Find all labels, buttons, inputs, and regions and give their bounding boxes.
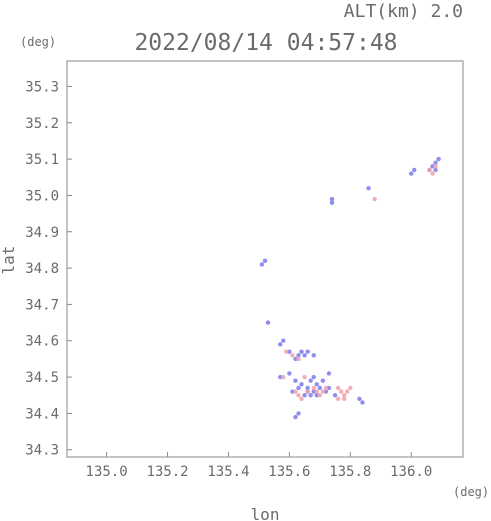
data-points [259,156,441,420]
data-point [278,374,283,380]
data-point [278,342,283,347]
timestamp-title: 2022/08/14 04:57:48 [134,30,397,56]
y-tick-label: 34.3 [25,443,59,459]
data-point [335,396,341,402]
data-point [290,389,295,394]
data-point [287,371,292,376]
data-point [317,393,323,398]
data-point [262,258,268,264]
data-point [296,411,301,416]
y-tick-label: 34.5 [25,370,59,386]
data-point [433,160,438,165]
data-point [259,262,265,267]
data-point [345,389,350,394]
data-point [320,378,326,383]
data-point [366,185,371,191]
data-point [308,393,313,398]
data-point [317,385,323,391]
axis-ticks: 135.0 135.2 135.4 135.6 135.8 136.0 35.3 35.2 35… [25,79,432,480]
data-point [308,378,313,383]
data-point [296,385,301,391]
y-tick-label: 34.4 [25,406,59,422]
data-point [293,414,298,420]
data-point [305,389,310,394]
data-point [348,385,353,391]
data-point [305,349,310,354]
data-point [372,196,377,202]
data-point [329,200,335,205]
data-point [299,382,304,387]
data-point [357,396,362,402]
y-tick-label: 35.0 [25,188,59,204]
y-tick-label: 34.9 [25,225,59,241]
data-point [293,389,298,394]
y-tick-label: 35.3 [25,79,59,95]
data-point [302,374,307,380]
data-point [338,389,344,394]
x-tick-label: 135.2 [146,464,188,480]
data-point [281,374,286,380]
y-tick-label: 35.1 [25,152,59,168]
data-point [299,396,304,402]
x-tick-label: 135.4 [207,464,249,480]
data-point [314,389,319,394]
data-point [281,338,286,343]
data-point [311,353,316,358]
altitude-label: ALT(km) 2.0 [344,1,463,22]
data-point [265,320,271,325]
data-point [436,156,441,162]
data-point [293,378,298,383]
data-point [314,382,319,387]
y-tick-label: 34.6 [25,334,59,350]
data-point [284,349,289,354]
data-point [323,385,329,391]
x-unit-label: (deg) [453,485,489,499]
data-point [430,164,435,169]
data-point [296,353,301,358]
data-point [326,371,332,376]
data-point [335,385,341,391]
data-point [433,167,438,173]
plot-frame [66,60,464,458]
data-point [296,356,301,362]
y-tick-label: 34.7 [25,297,59,313]
data-point [302,353,307,358]
x-tick-label: 135.8 [329,464,371,480]
x-tick-label: 136.0 [390,464,432,480]
data-point [320,389,326,394]
data-point [290,353,295,358]
x-tick-label: 135.0 [86,464,128,480]
x-tick-label: 135.6 [268,464,310,480]
y-unit-label: (deg) [20,35,56,49]
data-point [311,385,316,391]
y-tick-label: 34.8 [25,261,59,277]
data-point [311,389,316,394]
y-axis-label: lat [0,246,18,275]
data-point [360,400,365,405]
data-point [433,164,438,169]
data-point [293,356,298,362]
x-axis-label: lon [251,505,280,521]
data-point [323,389,329,394]
y-tick-label: 35.2 [25,116,59,132]
data-point [342,393,347,398]
data-point [296,393,301,398]
data-point [427,167,432,173]
data-point [332,393,338,398]
data-point [311,374,316,380]
data-point [412,167,417,173]
data-point [305,385,310,391]
data-point [326,385,332,391]
data-point [314,393,319,398]
data-point [299,349,304,354]
data-point [329,196,335,202]
data-point [430,171,435,176]
data-point [302,393,307,398]
data-point [287,349,292,354]
data-point [342,396,347,402]
data-point [409,171,414,176]
